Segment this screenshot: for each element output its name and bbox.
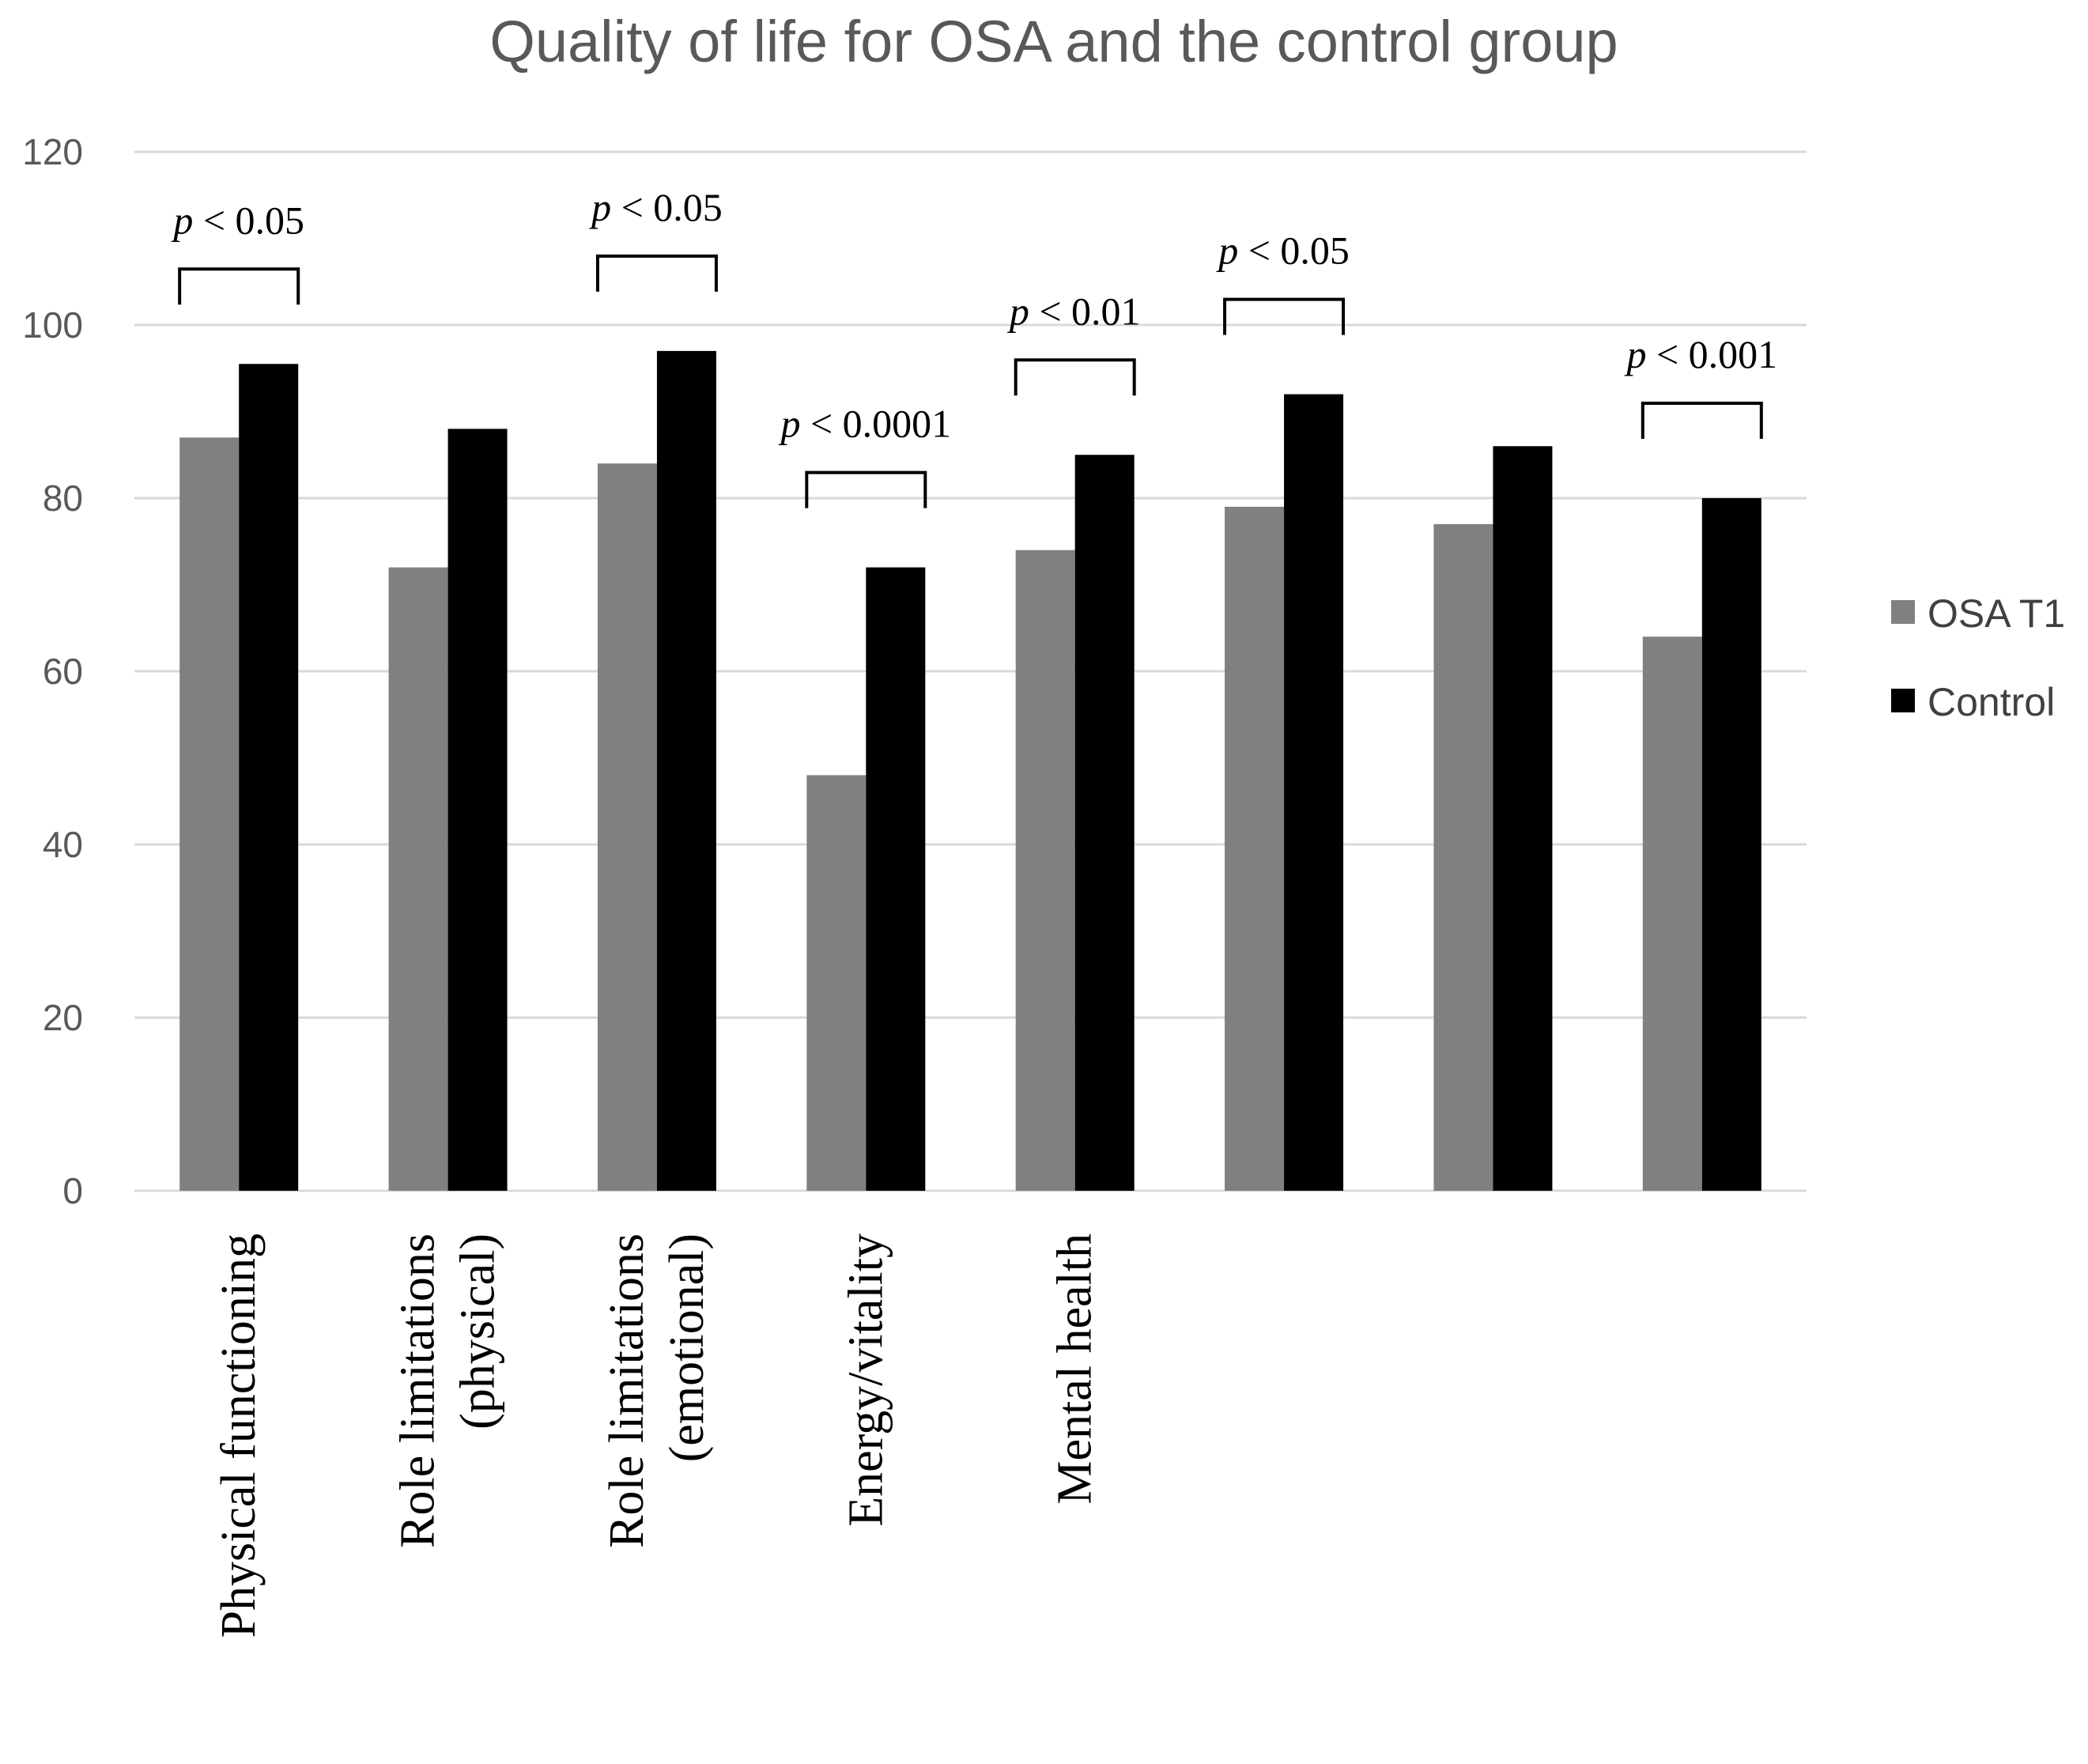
significance-label-5: p < 0.05 <box>1216 229 1350 273</box>
legend: OSA T1 Control <box>1891 591 2065 724</box>
significance-bracket-7 <box>1641 402 1763 439</box>
bar-control-0 <box>239 364 299 1191</box>
y-tick-label-100: 100 <box>22 304 83 346</box>
legend-label-1: Control <box>1928 680 2055 724</box>
significance-p-symbol-7: p <box>1624 332 1656 376</box>
significance-value-2: < 0.05 <box>621 185 723 229</box>
bar-osa-t1-3 <box>806 775 867 1191</box>
significance-bracket-3 <box>805 470 927 508</box>
bar-control-2 <box>656 350 716 1192</box>
bar-osa-t1-6 <box>1433 523 1493 1191</box>
significance-label-3: p < 0.0001 <box>778 402 951 446</box>
bar-control-6 <box>1493 446 1553 1191</box>
category-label-3-line-0: Energy/vitality <box>839 1233 893 1527</box>
significance-p-symbol-3: p <box>778 402 810 446</box>
category-label-4-line-0: Mental health <box>1048 1233 1102 1505</box>
bar-osa-t1-0 <box>179 437 240 1191</box>
significance-value-0: < 0.05 <box>203 198 304 242</box>
bar-osa-t1-2 <box>597 463 657 1191</box>
bar-control-5 <box>1284 394 1344 1192</box>
y-axis-ticks: 0 20 40 60 80 100 120 <box>22 131 83 1211</box>
significance-value-3: < 0.0001 <box>810 402 951 446</box>
y-tick-label-0: 0 <box>62 1170 83 1211</box>
bar-osa-t1-7 <box>1642 636 1702 1191</box>
significance-value-7: < 0.001 <box>1656 332 1777 376</box>
bar-control-7 <box>1701 498 1761 1191</box>
y-tick-label-20: 20 <box>43 997 83 1038</box>
category-label-1-line-1: (physical) <box>451 1233 505 1430</box>
bar-control-3 <box>866 567 926 1191</box>
bar-control-1 <box>447 429 508 1191</box>
significance-value-5: < 0.05 <box>1248 229 1350 273</box>
gridlines <box>134 150 1807 1192</box>
category-label-1-line-0: Role limitations <box>391 1233 445 1548</box>
significance-p-symbol-0: p <box>171 198 203 242</box>
significance-bracket-2 <box>595 254 718 292</box>
significance-p-symbol-4: p <box>1007 289 1040 333</box>
category-label-2-line-1: (emotional) <box>660 1233 714 1462</box>
legend-swatch-0 <box>1891 600 1915 624</box>
bar-osa-t1-5 <box>1225 506 1285 1191</box>
chart-title: Quality of life for OSA and the control … <box>489 9 1618 74</box>
significance-bracket-0 <box>178 267 300 305</box>
category-label-0-line-0: Physical functioning <box>212 1233 266 1637</box>
bars <box>179 350 1761 1192</box>
y-tick-label-60: 60 <box>43 651 83 692</box>
significance-value-4: < 0.01 <box>1039 289 1140 333</box>
significance-bracket-4 <box>1014 358 1136 396</box>
y-tick-label-120: 120 <box>22 131 83 172</box>
legend-label-0: OSA T1 <box>1928 591 2065 636</box>
legend-swatch-1 <box>1891 689 1915 712</box>
category-label-2-line-0: Role limitations <box>600 1233 654 1548</box>
significance-bracket-5 <box>1223 297 1346 335</box>
y-tick-label-80: 80 <box>43 478 83 519</box>
significance-p-symbol-5: p <box>1216 229 1248 273</box>
significance-label-4: p < 0.01 <box>1007 289 1141 333</box>
category-labels: Physical functioning Role limitations (phy… <box>212 1233 1102 1637</box>
bar-osa-t1-1 <box>388 567 448 1191</box>
significance-label-2: p < 0.05 <box>589 185 723 229</box>
bar-osa-t1-4 <box>1015 550 1075 1191</box>
significance-label-0: p < 0.05 <box>171 198 304 242</box>
significance-p-symbol-2: p <box>589 185 621 229</box>
y-tick-label-40: 40 <box>43 824 83 865</box>
bar-control-4 <box>1074 455 1135 1191</box>
significance-label-7: p < 0.001 <box>1624 332 1777 376</box>
